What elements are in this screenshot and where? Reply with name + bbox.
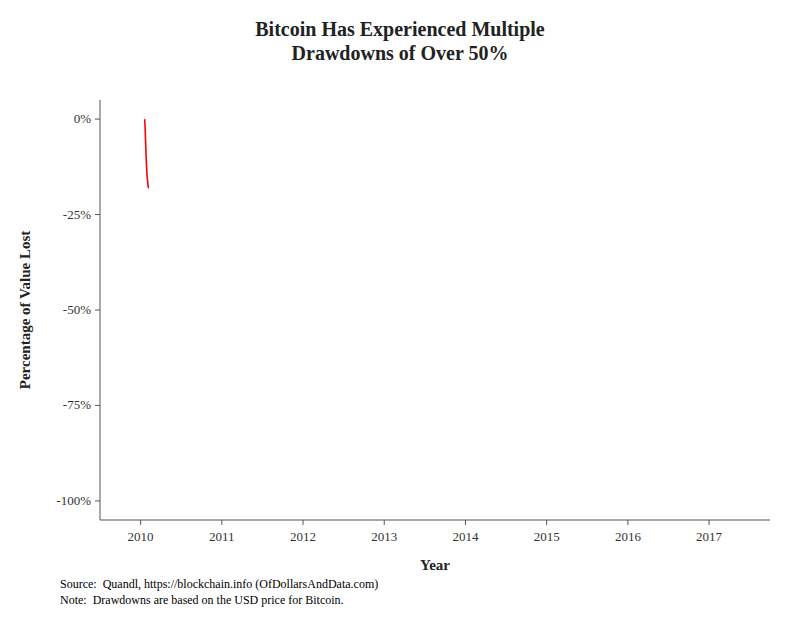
x-tick [709, 520, 710, 525]
axes: 0% -25% -50% -75% -100% 2010 2011 2012 2013 2014 2… [56, 100, 770, 544]
y-tick [95, 310, 100, 311]
y-tick [95, 119, 100, 120]
chart: Bitcoin Has Experienced MultipleDrawdown… [0, 0, 800, 640]
title-line: Bitcoin Has Experienced Multiple [255, 18, 545, 41]
x-tick-label: 2017 [696, 529, 723, 544]
annotation-line: Note: Drawdowns are based on the USD pri… [60, 593, 344, 607]
x-tick [546, 520, 547, 525]
title: Bitcoin Has Experienced MultipleDrawdown… [255, 18, 545, 64]
y-tick-label: -100% [56, 493, 91, 508]
x-tick [303, 520, 304, 525]
y-tick-label: 0% [74, 111, 92, 126]
data-area [145, 119, 149, 188]
title-line: Drawdowns of Over 50% [292, 42, 509, 64]
x-tick [465, 520, 466, 525]
x-tick [221, 520, 222, 525]
x-axis-label: Year [420, 557, 450, 573]
y-tick-label: -25% [63, 207, 91, 222]
y-tick-label: -75% [63, 397, 91, 412]
x-tick [627, 520, 628, 525]
y-tick [95, 500, 100, 501]
annotation-line: Source: Quandl, https://blockchain.info … [60, 577, 378, 591]
x-tick-label: 2012 [290, 529, 316, 544]
x-tick [140, 520, 141, 525]
x-tick-label: 2011 [209, 529, 235, 544]
x-tick [384, 520, 385, 525]
x-tick-label: 2013 [371, 529, 397, 544]
x-tick-label: 2016 [615, 529, 642, 544]
y-tick-label: -50% [63, 302, 91, 317]
y-tick [95, 214, 100, 215]
x-axis-line [100, 520, 770, 521]
y-axis-label: Percentage of Value Lost [17, 231, 33, 389]
line [145, 119, 149, 188]
x-tick-label: 2010 [128, 529, 154, 544]
x-tick-label: 2014 [452, 529, 479, 544]
y-tick [95, 405, 100, 406]
page: {"chart_data": {"type": "line", "title":… [0, 0, 800, 640]
x-tick-label: 2015 [534, 529, 560, 544]
annotation: Source: Quandl, https://blockchain.info … [60, 577, 378, 607]
